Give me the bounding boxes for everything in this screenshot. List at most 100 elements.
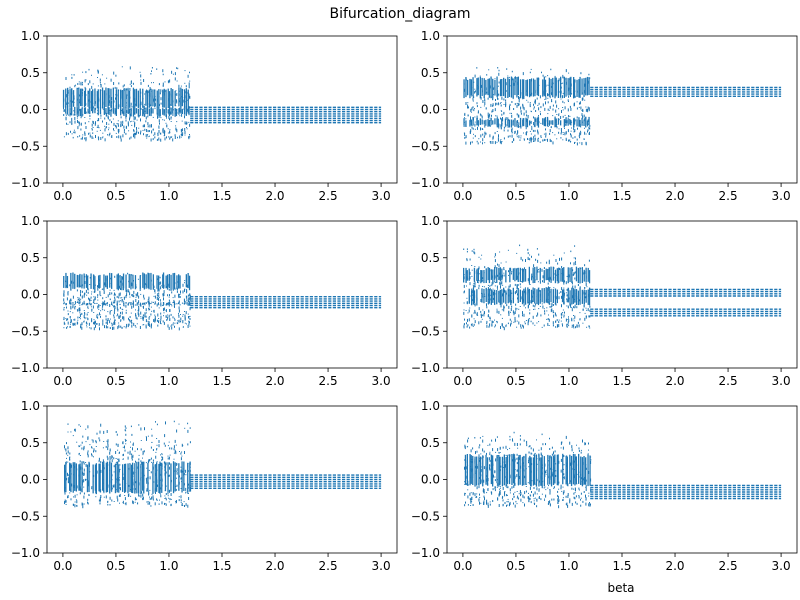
y-tick-label: 0.0: [21, 103, 40, 117]
point: [549, 90, 550, 92]
point: [115, 132, 117, 134]
point: [148, 493, 150, 496]
point: [117, 309, 119, 312]
point: [141, 461, 143, 464]
point: [555, 326, 557, 328]
point: [168, 98, 170, 102]
point: [523, 439, 525, 442]
point: [63, 290, 65, 294]
point: [87, 306, 89, 309]
point: [153, 461, 154, 463]
point: [567, 305, 569, 308]
point: [582, 97, 584, 101]
point: [573, 496, 575, 499]
point: [480, 114, 482, 117]
point: [573, 117, 575, 121]
point: [560, 132, 562, 135]
point: [73, 129, 75, 131]
point: [167, 132, 169, 134]
point: [121, 110, 122, 112]
point: [160, 117, 162, 119]
point: [122, 441, 124, 444]
point: [169, 462, 170, 465]
point: [165, 122, 167, 124]
point: [561, 441, 563, 444]
point: [177, 320, 179, 322]
point: [80, 293, 81, 297]
point: [160, 454, 161, 456]
point: [578, 489, 580, 491]
point: [537, 129, 539, 133]
point: [69, 301, 71, 303]
point: [585, 116, 587, 120]
point: [87, 498, 89, 501]
point: [115, 478, 117, 480]
point: [156, 469, 158, 471]
point: [137, 292, 139, 296]
point: [154, 295, 156, 299]
point: [536, 493, 538, 495]
point: [81, 441, 83, 444]
point: [509, 501, 511, 505]
point-streak: [562, 453, 564, 485]
point: [168, 501, 170, 503]
point: [514, 76, 516, 80]
point: [64, 448, 66, 450]
point: [494, 280, 496, 283]
point-streak: [547, 454, 549, 485]
point: [151, 496, 153, 500]
point: [150, 95, 152, 98]
point-streak: [109, 461, 111, 494]
point: [541, 326, 543, 328]
point: [531, 138, 533, 140]
point: [572, 137, 574, 139]
point: [579, 297, 581, 299]
point: [78, 424, 80, 426]
point: [70, 498, 72, 501]
point: [107, 441, 109, 445]
point: [536, 120, 538, 124]
point: [173, 303, 175, 307]
point: [123, 300, 125, 302]
point: [480, 313, 482, 315]
point: [99, 439, 101, 442]
point-streak: [65, 88, 67, 108]
point: [541, 433, 543, 436]
point: [189, 135, 191, 138]
point: [167, 324, 169, 328]
point: [485, 280, 487, 283]
point: [185, 85, 187, 88]
point: [516, 276, 518, 280]
point: [149, 459, 151, 462]
point-streak: [128, 108, 131, 114]
point: [88, 121, 90, 123]
point: [160, 479, 161, 481]
point-streak: [524, 269, 527, 282]
point: [474, 91, 476, 93]
point: [138, 103, 140, 107]
point: [147, 476, 149, 479]
point: [471, 288, 473, 292]
point-streak: [481, 270, 483, 283]
x-tick-label: 0.5: [106, 559, 125, 573]
point: [530, 139, 532, 142]
point: [171, 324, 172, 326]
point-streak: [152, 108, 154, 114]
point: [186, 127, 187, 128]
point: [130, 489, 132, 490]
point: [500, 282, 502, 284]
point: [86, 317, 88, 319]
point: [126, 323, 128, 327]
point: [464, 136, 466, 139]
point: [97, 287, 99, 291]
point: [118, 452, 120, 454]
point: [551, 99, 553, 103]
point: [547, 126, 549, 127]
point: [516, 284, 518, 288]
point: [528, 498, 530, 502]
point: [573, 262, 575, 266]
point: [189, 325, 191, 327]
point: [121, 277, 123, 280]
point-streak: [92, 301, 95, 304]
point: [82, 480, 84, 484]
